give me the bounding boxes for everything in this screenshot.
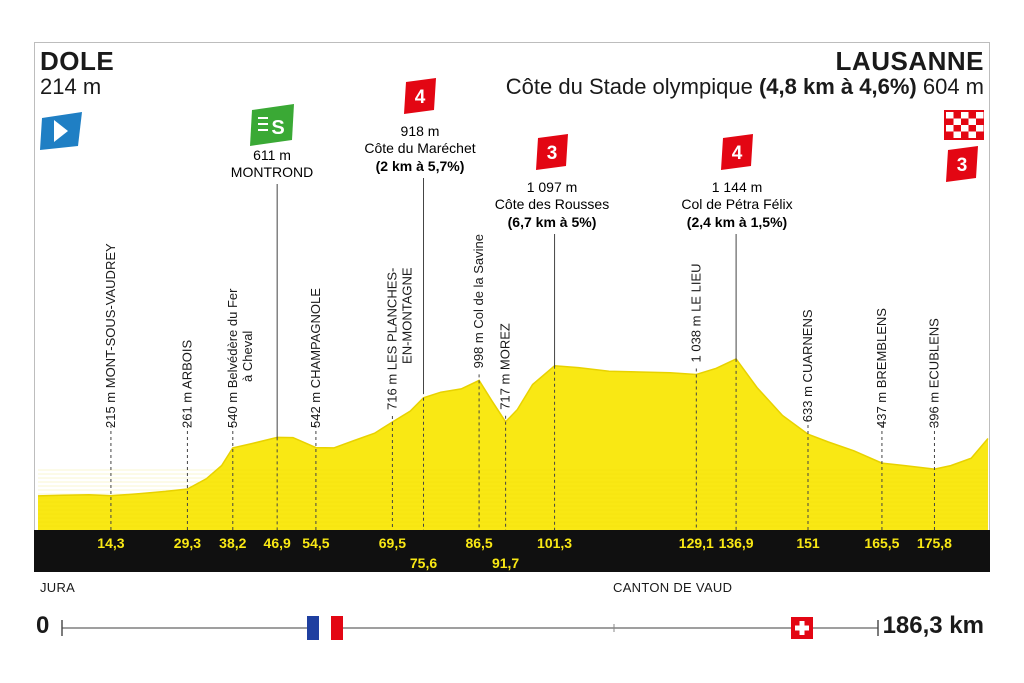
waypoint-label: 261 m ARBOIS — [179, 340, 194, 428]
region-jura: JURA — [40, 580, 76, 595]
km-marker-label: 86,5 — [465, 535, 492, 551]
km-marker-label: 151 — [796, 535, 820, 551]
waypoint-label-line2: à Cheval — [240, 331, 255, 382]
waypoint-label-line2: EN-MONTAGNE — [399, 267, 414, 364]
km-marker-label: 136,9 — [719, 535, 754, 551]
climb-badge-cat4-petra-felix-label: 4 — [732, 143, 743, 164]
waypoint-label: 540 m Belvédère du Fer — [225, 288, 240, 428]
waypoint-label: 396 m ECUBLENS — [926, 318, 941, 428]
distance-total: 186,3 km — [882, 612, 984, 639]
climb-detail: (2,4 km à 1,5%) — [687, 214, 787, 230]
climb-altitude: 1 097 m — [527, 179, 578, 195]
km-marker-label: 29,3 — [174, 535, 201, 551]
finish-flag-check — [946, 112, 954, 119]
sprint-place: MONTROND — [231, 164, 313, 180]
km-marker-label: 101,3 — [537, 535, 572, 551]
france-flag-icon — [307, 616, 319, 640]
swiss-cross-h — [795, 625, 809, 631]
finish-altitude: 604 m — [922, 74, 984, 99]
waypoint-label: 542 m CHAMPAGNOLE — [308, 288, 323, 428]
climb-detail: (6,7 km à 5%) — [508, 214, 597, 230]
climb-name: Côte du Maréchet — [364, 140, 475, 156]
km-marker-label: 165,5 — [864, 535, 899, 551]
finish-climb-line: Côte du Stade olympique (4,8 km à 4,6%) … — [506, 74, 984, 100]
france-flag-red — [331, 616, 343, 640]
finish-flag-check — [953, 131, 961, 138]
start-arrow-icon — [54, 120, 68, 142]
start-altitude: 214 m — [40, 74, 102, 99]
finish-flag-check — [976, 112, 984, 119]
waypoint-label: 633 m CUARNENS — [800, 309, 815, 422]
climb-altitude: 1 144 m — [712, 179, 763, 195]
climb-badge-cat4-petra-felix — [721, 134, 753, 170]
climb-altitude: 918 m — [401, 123, 440, 139]
region-vaud: CANTON DE VAUD — [613, 580, 733, 595]
km-marker-label: 14,3 — [97, 535, 124, 551]
finish-flag-check — [961, 125, 969, 132]
sprint-badge-icon — [250, 104, 294, 146]
climb-detail: (2 km à 5,7%) — [376, 158, 465, 174]
km-marker-label: 54,5 — [302, 535, 329, 551]
finish-climb-name: Côte du Stade olympique — [505, 74, 753, 99]
finish-town: LAUSANNE — [835, 46, 984, 76]
finish-flag-check — [946, 125, 954, 132]
climb-badge-cat4-marechet-label: 4 — [415, 87, 426, 108]
climb-badge-cat3-finish-label: 3 — [957, 155, 968, 176]
profile-line — [37, 357, 989, 497]
climb-badge-cat3-rousses-label: 3 — [547, 143, 558, 164]
climb-name: Côte des Rousses — [495, 196, 609, 212]
km-marker-label: 69,5 — [379, 535, 406, 551]
km-marker-label: 46,9 — [264, 535, 291, 551]
climb-name: Col de Pétra Félix — [681, 196, 792, 212]
finish-flag-check — [976, 125, 984, 132]
climb-badge-cat3-rousses — [536, 134, 568, 170]
km-marker-label: 91,7 — [492, 555, 519, 571]
finish-climb-detail: (4,8 km à 4,6%) — [758, 74, 917, 99]
start-town: DOLE — [40, 46, 115, 76]
finish-flag-check — [968, 118, 976, 125]
km-marker-label: 75,6 — [410, 555, 437, 571]
finish-flag-check — [968, 131, 976, 138]
france-flag-white — [319, 616, 331, 640]
profile-area — [38, 358, 988, 530]
finish-flag-check — [953, 118, 961, 125]
distance-start: 0 — [36, 612, 50, 639]
sprint-altitude: 611 m — [253, 147, 291, 163]
waypoint-label: 717 m MOREZ — [498, 323, 513, 410]
waypoint-label: 716 m LES PLANCHES- — [384, 268, 399, 410]
waypoint-label: 998 m Col de la Savine — [471, 234, 486, 368]
km-band — [34, 530, 990, 572]
sprint-badge-label: S — [271, 117, 284, 139]
waypoint-label: 1 038 m LE LIEU — [688, 264, 703, 363]
climb-badge-cat4-marechet — [404, 78, 436, 114]
waypoint-label: 215 m MONT-SOUS-VAUDREY — [103, 243, 118, 428]
finish-flag-check — [961, 112, 969, 119]
km-marker-label: 38,2 — [219, 535, 246, 551]
km-marker-label: 129,1 — [679, 535, 714, 551]
climb-badge-cat3-finish — [946, 146, 978, 182]
km-marker-label: 175,8 — [917, 535, 952, 551]
waypoint-label: 437 m BREMBLENS — [874, 308, 889, 428]
